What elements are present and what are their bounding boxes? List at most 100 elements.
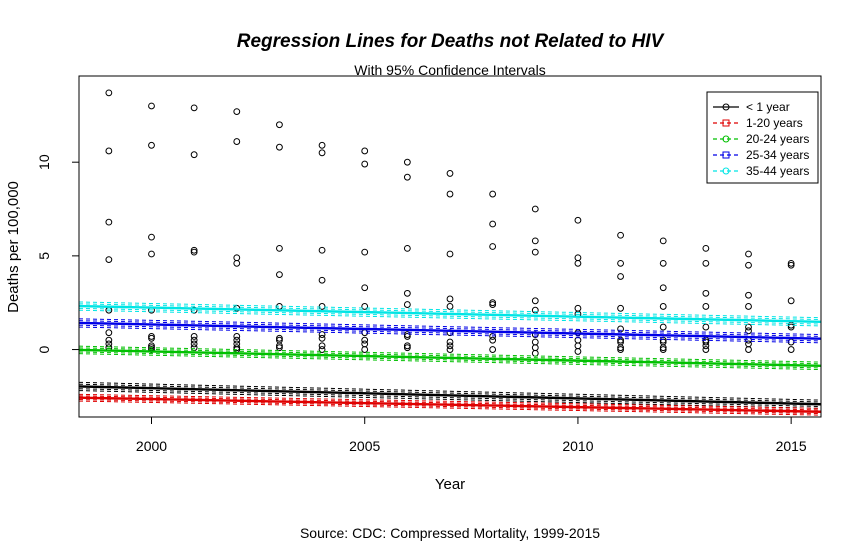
data-point <box>702 303 710 310</box>
confidence-band-line <box>79 400 821 416</box>
data-point <box>318 346 326 353</box>
data-point <box>489 336 497 344</box>
confidence-band-line <box>79 388 821 408</box>
x-tick-label: 2005 <box>349 438 380 454</box>
data-point <box>617 346 624 353</box>
data-point <box>745 327 752 335</box>
data-point <box>702 346 710 353</box>
data-point <box>403 173 411 181</box>
data-point <box>190 104 198 112</box>
data-point <box>190 248 198 256</box>
data-point <box>659 237 667 245</box>
data-point <box>318 334 326 342</box>
data-point <box>574 216 582 224</box>
data-point <box>276 244 283 252</box>
data-point <box>276 121 283 129</box>
data-point <box>531 349 539 357</box>
legend-label: 20-24 years <box>746 132 809 146</box>
data-point <box>403 289 411 297</box>
data-point <box>745 346 752 353</box>
regression-line <box>79 321 821 340</box>
data-point <box>105 147 113 155</box>
data-point <box>446 303 454 310</box>
data-point <box>489 299 497 307</box>
confidence-band-line <box>79 309 821 327</box>
data-point <box>617 344 624 352</box>
data-point <box>233 333 241 340</box>
data-point <box>787 261 795 269</box>
y-axis-label: Deaths per 100,000 <box>5 181 22 313</box>
legend: < 1 year 1-20 years 20-24 years 25-34 years… <box>706 91 819 184</box>
data-point <box>702 259 710 267</box>
data-point <box>745 323 752 331</box>
legend-marker <box>722 135 730 143</box>
data-point <box>105 256 113 264</box>
data-point <box>233 254 241 262</box>
data-point <box>361 160 369 168</box>
legend-marker <box>722 167 730 175</box>
plot-area: 2000 2005 2010 2015 0 5 10 < 1 year 1-20 years 20… <box>36 75 822 454</box>
data-point <box>318 149 326 157</box>
data-point <box>233 259 241 267</box>
x-tick-label: 2015 <box>776 438 807 454</box>
data-point <box>148 342 155 350</box>
data-point <box>318 246 326 254</box>
data-point <box>659 284 667 292</box>
legend-label: 25-34 years <box>746 148 809 162</box>
data-point <box>702 323 710 331</box>
data-point <box>403 244 411 252</box>
data-point <box>745 250 752 258</box>
data-point <box>702 338 710 346</box>
confidence-band-line <box>79 399 821 415</box>
legend-label: < 1 year <box>746 100 790 114</box>
data-point <box>148 102 155 110</box>
data-point <box>318 141 326 149</box>
data-point <box>617 231 624 239</box>
regression-line <box>79 304 821 324</box>
data-point <box>745 261 752 269</box>
data-point <box>702 244 710 252</box>
confidence-band-line <box>79 353 821 371</box>
data-point <box>403 344 411 352</box>
legend-label: 35-44 years <box>746 164 809 178</box>
x-tick-label: 2000 <box>136 438 167 454</box>
data-point <box>617 325 624 333</box>
confidence-band-line <box>79 326 821 344</box>
x-axis-label: Year <box>435 476 465 493</box>
data-point <box>276 344 283 352</box>
data-point <box>403 342 411 350</box>
data-point <box>489 190 497 198</box>
y-tick-label: 0 <box>36 345 52 353</box>
data-point <box>787 297 795 305</box>
x-tick-label: 2010 <box>562 438 593 454</box>
data-point <box>574 348 582 355</box>
data-point <box>361 303 369 310</box>
data-point <box>403 158 411 166</box>
data-point <box>574 342 582 350</box>
data-point <box>190 246 198 254</box>
data-point <box>105 218 113 226</box>
data-point <box>318 331 326 338</box>
data-point <box>702 342 710 350</box>
data-point <box>787 259 795 267</box>
data-point <box>233 336 241 344</box>
data-point <box>233 108 241 115</box>
data-point <box>361 147 369 155</box>
data-point <box>574 254 582 262</box>
legend-marker <box>722 151 730 159</box>
chart-caption: Source: CDC: Compressed Mortality, 1999-… <box>300 525 600 541</box>
data-point <box>531 297 539 305</box>
confidence-band-line <box>79 303 821 321</box>
data-point <box>190 344 198 352</box>
data-point <box>489 220 497 228</box>
data-point <box>617 304 624 312</box>
data-point <box>787 323 795 331</box>
data-point <box>105 329 113 337</box>
data-point <box>702 289 710 297</box>
legend-label: 1-20 years <box>746 116 803 130</box>
data-point <box>531 338 539 346</box>
y-tick-label: 10 <box>36 154 52 170</box>
data-point <box>531 237 539 245</box>
data-point <box>446 342 454 350</box>
confidence-band-line <box>79 345 821 363</box>
